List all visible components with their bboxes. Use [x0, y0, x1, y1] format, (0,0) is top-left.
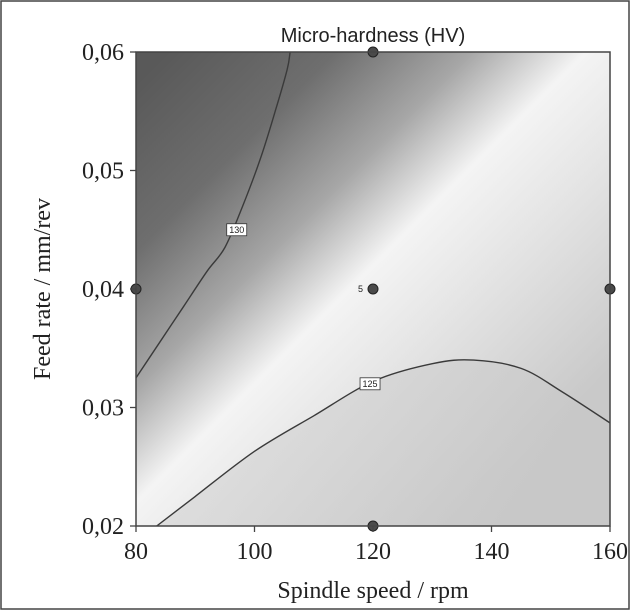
design-point [367, 283, 379, 295]
x-tick-label: 120 [355, 539, 391, 565]
x-tick-label: 100 [237, 539, 273, 565]
y-axis-ticks: 0,02 0,03 0,04 0,05 0,06 [82, 40, 136, 540]
contour-label-125: 125 [359, 377, 381, 391]
chart-title: Micro-hardness (HV) [281, 25, 465, 47]
contour-label-130: 130 [226, 223, 248, 237]
contour-line-125 [156, 359, 610, 526]
contour-label-text: 125 [363, 379, 378, 389]
x-tick-label: 160 [592, 539, 628, 565]
y-tick-label: 0,05 [82, 159, 124, 185]
contour-labels: 130 125 [226, 223, 381, 391]
y-tick-label: 0,04 [82, 277, 124, 303]
x-axis-ticks: 80 100 120 140 160 [124, 526, 628, 565]
y-axis-label: Feed rate / mm/rev [30, 198, 56, 380]
design-point-label: 5 [358, 284, 363, 294]
x-tick-label: 140 [474, 539, 510, 565]
y-tick-label: 0,06 [82, 40, 124, 66]
contour-label-text: 130 [229, 225, 244, 235]
low-region-shading [156, 359, 610, 526]
y-tick-label: 0,03 [82, 396, 124, 422]
x-axis-label: Spindle speed / rpm [277, 578, 469, 604]
x-tick-label: 80 [124, 539, 148, 565]
y-tick-label: 0,02 [82, 514, 124, 540]
